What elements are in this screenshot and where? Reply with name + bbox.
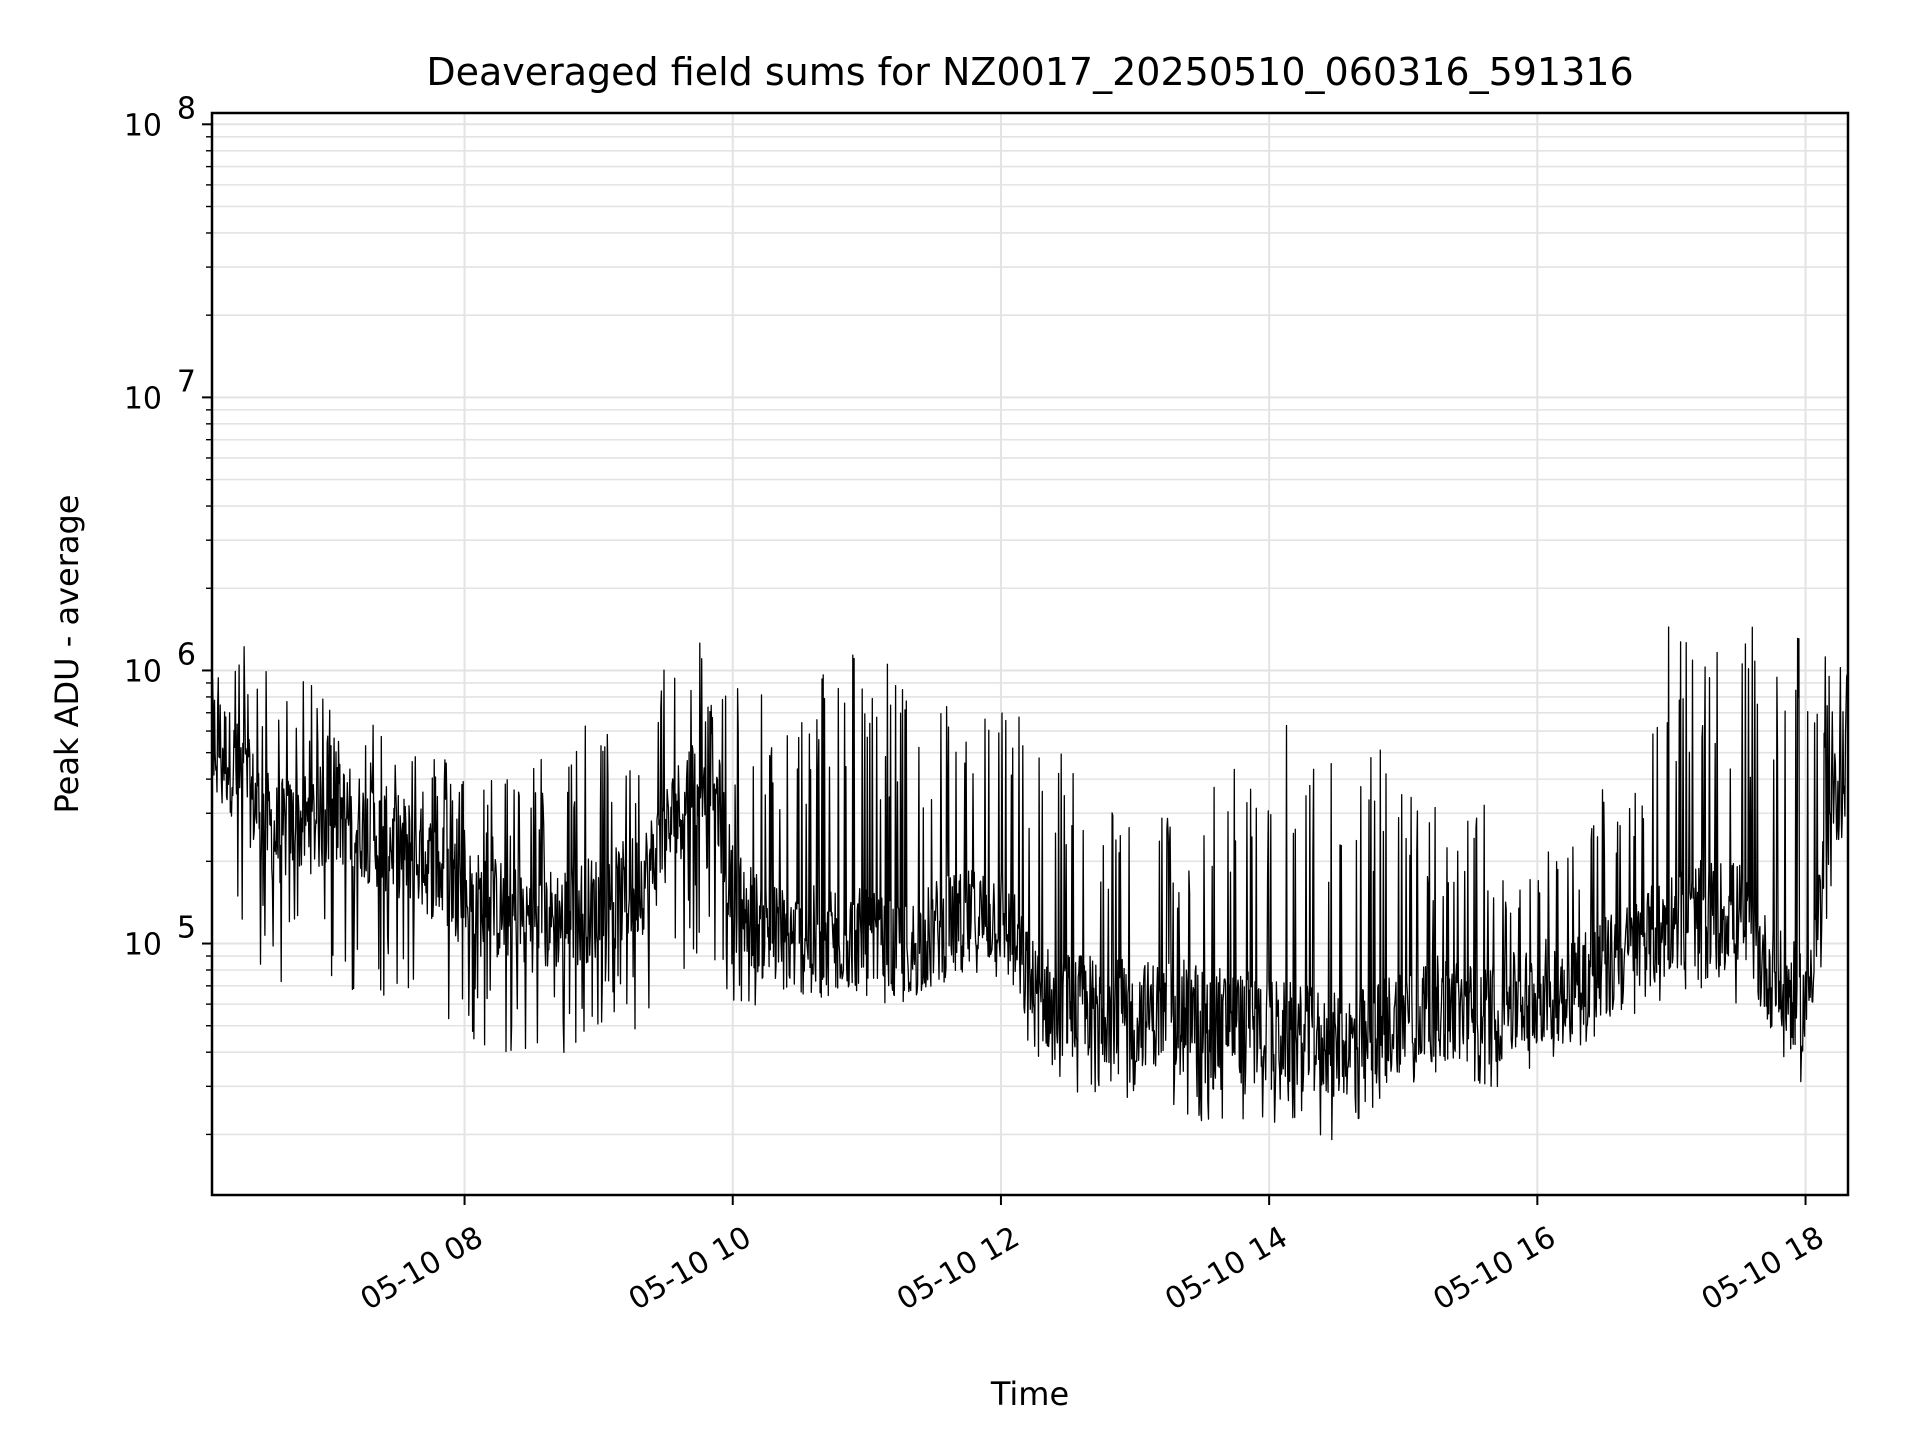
y-tick-label: 10 — [124, 654, 162, 689]
series-line — [211, 626, 1849, 1141]
y-tick-label-exponent: 7 — [177, 364, 196, 399]
y-tick-label-exponent: 5 — [177, 911, 196, 946]
y-tick-label-exponent: 6 — [177, 637, 196, 672]
y-axis-label: Peak ADU - average — [48, 495, 86, 814]
data-series — [211, 626, 1849, 1141]
y-tick-label-exponent: 8 — [177, 91, 196, 126]
x-axis-label: Time — [990, 1375, 1069, 1413]
y-tick-label: 10 — [124, 108, 162, 143]
plot-frame — [210, 111, 1850, 1197]
y-tick-label: 10 — [124, 381, 162, 416]
chart-title: Deaveraged field sums for NZ0017_2025051… — [426, 50, 1633, 94]
y-tick-label: 10 — [124, 928, 162, 963]
